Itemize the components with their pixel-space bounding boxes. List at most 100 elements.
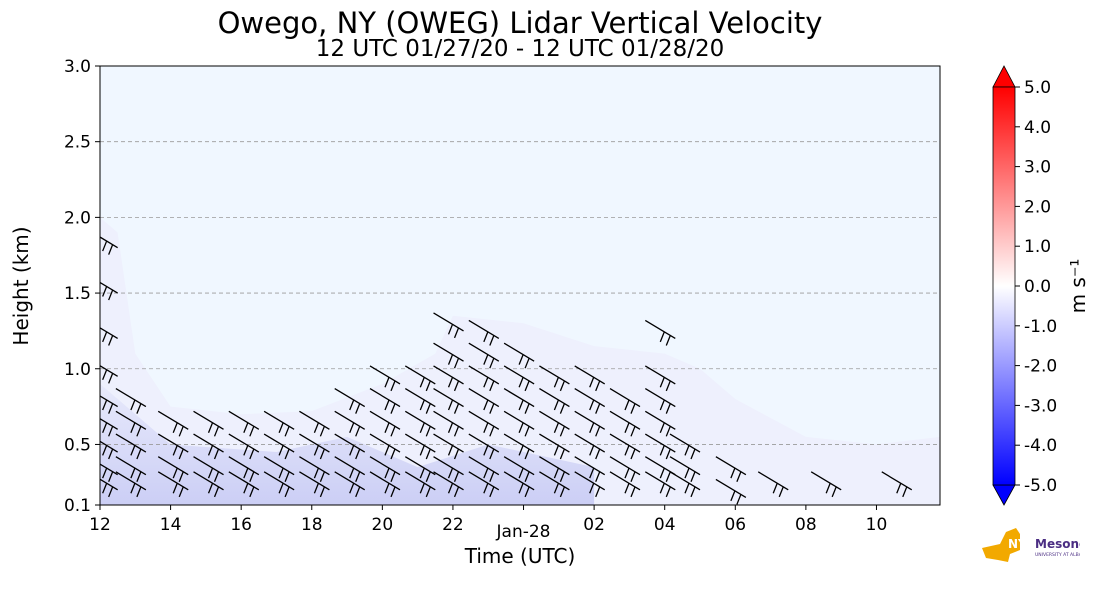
wind-barb [433, 456, 464, 482]
wind-barb [574, 388, 606, 414]
wind-barb [468, 388, 500, 414]
wind-barb [433, 471, 464, 498]
x-tick-label: 08 [795, 515, 817, 535]
wind-barb [433, 342, 464, 369]
svg-text:Mesonet: Mesonet [1035, 537, 1080, 551]
wind-barb [404, 365, 436, 392]
wind-barb [468, 456, 500, 482]
x-tick-label: Jan-28 [496, 522, 551, 542]
plot-area [100, 66, 940, 505]
colorbar-tick-label: 4.0 [1024, 118, 1051, 138]
wind-barb [468, 433, 500, 460]
wind-barb [503, 410, 535, 437]
x-tick-label: 04 [654, 515, 676, 535]
wind-barb [404, 456, 436, 482]
wind-barb [539, 388, 570, 414]
wind-barb [334, 410, 366, 437]
y-tick-label: 2.5 [64, 133, 91, 153]
wind-barb [334, 388, 366, 414]
colorbar-tick-label: 1.0 [1024, 237, 1051, 257]
wind-barb [574, 410, 606, 437]
colorbar-tick-label: -3.0 [1024, 396, 1057, 416]
x-tick-label: 18 [301, 515, 323, 535]
plot-frame [99, 65, 941, 506]
wind-barb [228, 456, 260, 482]
wind-barb [369, 388, 401, 414]
wind-barb [369, 456, 401, 482]
wind-barb [644, 433, 676, 460]
colorbar-min-extension [992, 484, 1016, 506]
x-tick-label: 06 [724, 515, 746, 535]
wind-barb [228, 410, 260, 437]
wind-barb [263, 456, 295, 482]
wind-barb [669, 471, 701, 498]
wind-barb [404, 433, 436, 460]
svg-text:UNIVERSITY AT ALBANY: UNIVERSITY AT ALBANY [1035, 552, 1080, 558]
wind-barb [115, 433, 147, 460]
wind-barb [299, 471, 330, 498]
wind-barb [263, 471, 295, 498]
wind-barb [299, 433, 330, 460]
wind-barb [468, 471, 500, 498]
y-tick-label: 0.5 [64, 435, 91, 455]
wind-barb [715, 478, 747, 505]
wind-barb [433, 365, 464, 392]
x-tick-label: 10 [866, 515, 888, 535]
wind-barb [669, 456, 701, 482]
wind-barb [100, 463, 118, 482]
wind-barb [404, 471, 436, 498]
wind-barb [881, 471, 913, 498]
y-axis-label: Height (km) [9, 226, 33, 345]
wind-barb [433, 388, 464, 414]
colorbar-tick-label: -2.0 [1024, 357, 1057, 377]
nys-mesonet-logo: NYS Mesonet UNIVERSITY AT ALBANY [980, 520, 1080, 570]
wind-barb [468, 365, 500, 392]
wind-barb [193, 456, 224, 482]
colorbar-max-extension [992, 65, 1016, 88]
x-tick-label: 20 [372, 515, 394, 535]
wind-barb [644, 388, 676, 414]
wind-barb [503, 433, 535, 460]
wind-barb [157, 433, 189, 460]
chart-title: Owego, NY (OWEG) Lidar Vertical Velocity [217, 6, 823, 40]
wind-barb [574, 471, 606, 498]
wind-barb [369, 410, 401, 437]
wind-barb [503, 471, 535, 498]
wind-barb [609, 433, 641, 460]
wind-barb [299, 456, 330, 482]
y-tick-label: 1.0 [64, 360, 91, 380]
colorbar-gradient [992, 86, 1016, 486]
wind-barb [157, 410, 189, 437]
wind-barb [503, 365, 535, 392]
wind-barb [468, 319, 500, 346]
wind-barb [115, 456, 147, 482]
axes: 12 14 16 18 20 22 Jan-28 02 04 06 08 10 0.1 0.5 1.0 1.5… [64, 57, 887, 542]
wind-barb [757, 471, 789, 498]
wind-barb [644, 319, 676, 346]
y-tick-label: 2.0 [64, 208, 91, 228]
wind-barb [263, 410, 295, 437]
wind-barb [609, 456, 641, 482]
wind-barb [299, 410, 330, 437]
x-tick-label: 12 [89, 515, 111, 535]
colorbar-tick-label: 5.0 [1024, 78, 1051, 98]
wind-barb [609, 471, 641, 498]
colorbar-tick-label: -5.0 [1024, 476, 1057, 496]
wind-barb [228, 433, 260, 460]
wind-barb [404, 388, 436, 414]
colorbar-tick-label: 3.0 [1024, 158, 1051, 178]
wind-barb [100, 327, 118, 346]
x-tick-label: 16 [230, 515, 252, 535]
wind-barb [100, 236, 118, 255]
wind-barb [539, 410, 570, 437]
wind-barb [539, 433, 570, 460]
wind-barb [100, 478, 118, 498]
wind-barb [433, 433, 464, 460]
wind-barb [574, 433, 606, 460]
wind-barb [468, 342, 500, 369]
wind-barb [574, 365, 606, 392]
wind-barb [644, 365, 676, 392]
wind-barb [100, 417, 118, 437]
wind-barb [115, 471, 147, 498]
wind-barb [100, 281, 118, 301]
